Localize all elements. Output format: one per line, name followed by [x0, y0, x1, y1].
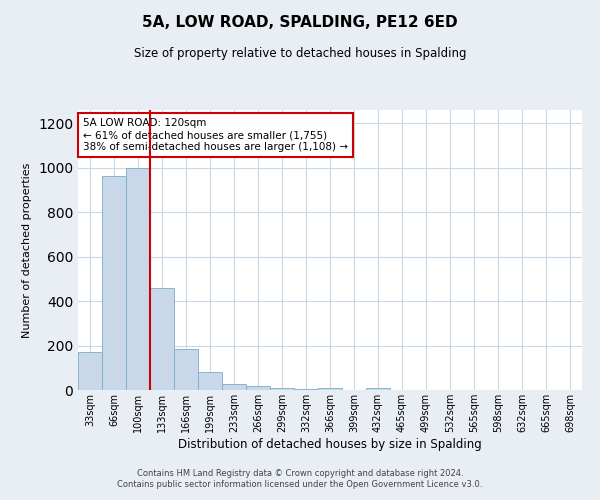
Bar	[246, 386, 270, 390]
Text: 5A, LOW ROAD, SPALDING, PE12 6ED: 5A, LOW ROAD, SPALDING, PE12 6ED	[142, 15, 458, 30]
Bar	[270, 388, 294, 390]
Bar	[78, 352, 102, 390]
Text: Contains HM Land Registry data © Crown copyright and database right 2024.: Contains HM Land Registry data © Crown c…	[137, 468, 463, 477]
Bar	[222, 384, 246, 390]
Bar	[294, 389, 318, 390]
Bar	[366, 388, 390, 390]
Text: Contains public sector information licensed under the Open Government Licence v3: Contains public sector information licen…	[118, 480, 482, 489]
Text: 5A LOW ROAD: 120sqm
← 61% of detached houses are smaller (1,755)
38% of semi-det: 5A LOW ROAD: 120sqm ← 61% of detached ho…	[83, 118, 348, 152]
Bar	[198, 372, 222, 390]
Bar	[174, 349, 198, 390]
Bar	[150, 288, 174, 390]
Text: Size of property relative to detached houses in Spalding: Size of property relative to detached ho…	[134, 48, 466, 60]
Bar	[318, 388, 342, 390]
X-axis label: Distribution of detached houses by size in Spalding: Distribution of detached houses by size …	[178, 438, 482, 450]
Bar	[126, 168, 150, 390]
Y-axis label: Number of detached properties: Number of detached properties	[22, 162, 32, 338]
Bar	[102, 176, 126, 390]
